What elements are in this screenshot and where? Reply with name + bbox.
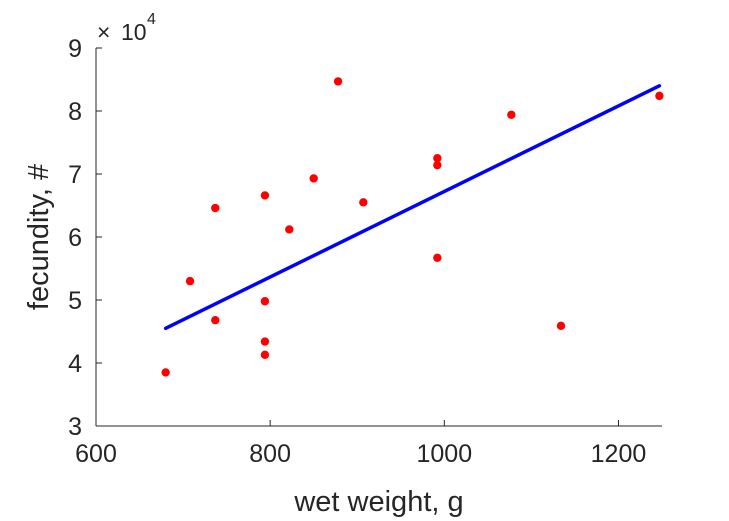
axes [95,48,662,427]
data-point [285,225,294,234]
data-point [433,160,442,170]
data-point [161,368,170,377]
x-tick-label: 1200 [591,440,647,468]
fit-line [163,84,662,331]
data-point [211,203,220,213]
data-point [260,191,270,200]
y-tick-label: 9 [68,35,82,63]
y-tick-label: 3 [68,413,82,441]
x-axis-label: wet weight, g [293,486,463,518]
y-axis-label: fecundity, # [23,164,55,310]
ticks: 600 800 1000 1200 3 4 5 6 7 8 9 [68,35,646,468]
y-multiplier: × 10 4 [97,11,156,45]
data-point [211,315,220,325]
data-point [333,77,343,86]
y-tick-label: 7 [68,161,82,189]
data-point [260,350,270,360]
y-multiplier-base: 10 [121,19,147,45]
x-tick-label: 600 [75,440,117,468]
data-point [556,321,566,331]
x-tick-label: 1000 [416,440,472,468]
data-point [507,110,516,119]
data-point [260,337,270,346]
y-multiplier-prefix: × [97,19,110,45]
y-tick-label: 8 [68,98,82,126]
data-point [185,276,195,286]
data-point [655,91,664,101]
data-point [309,174,318,183]
y-tick-label: 6 [68,224,82,252]
data-point [433,253,442,262]
data-point [260,297,270,306]
plot-area [161,77,664,377]
data-point [359,198,368,207]
x-tick-label: 800 [249,440,291,468]
data-point [433,154,442,163]
y-tick-label: 4 [68,350,82,378]
y-multiplier-exponent: 4 [147,11,156,28]
y-tick-label: 5 [68,287,82,315]
